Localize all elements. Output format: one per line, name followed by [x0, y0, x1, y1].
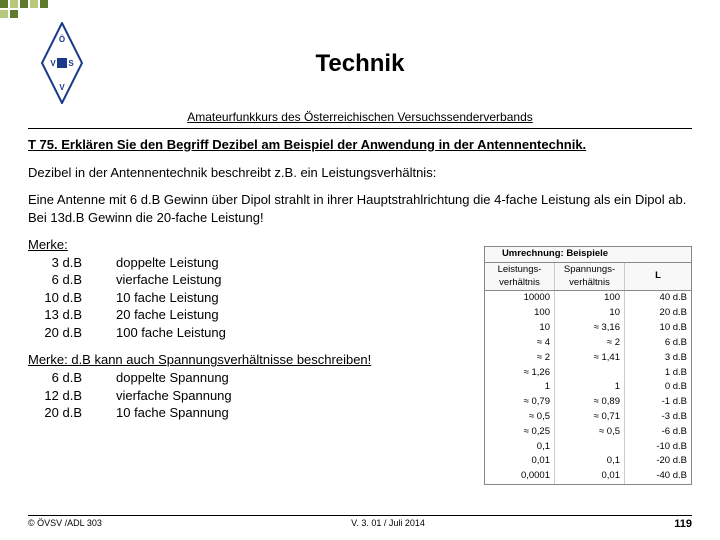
db-value: 10 d.B [32, 289, 86, 307]
deco-square [10, 10, 18, 18]
table-row: ≈ 1,26 1 d.B [485, 366, 691, 381]
table-row: 1000010040 d.B [485, 291, 691, 306]
voltage-ratio: ≈ 0,5 [555, 425, 625, 440]
db-value: 20 d.B [32, 324, 86, 342]
col-header-voltage: Spannungs- [564, 264, 615, 275]
deco-square [0, 10, 8, 18]
question-title: T 75. Erklären Sie den Begriff Dezibel a… [28, 136, 692, 154]
db-value: 6 d.B [32, 369, 86, 387]
db-level: -10 d.B [625, 440, 691, 455]
table-row: ≈ 0,79≈ 0,89-1 d.B [485, 395, 691, 410]
db-level: 6 d.B [625, 336, 691, 351]
db-value: 6 d.B [32, 271, 86, 289]
db-level: -40 d.B [625, 469, 691, 484]
voltage-ratio: 0,01 [555, 469, 625, 484]
db-value: 3 d.B [32, 254, 86, 272]
power-ratio: 1 [485, 380, 555, 395]
db-level: -1 d.B [625, 395, 691, 410]
deco-square [30, 0, 38, 8]
voltage-ratio: 10 [555, 306, 625, 321]
copyright: © ÖVSV /ADL 303 [28, 518, 102, 530]
merke-label-2: Merke: d.B kann auch Spannungsverhältnis… [28, 352, 371, 367]
voltage-ratio: 100 [555, 291, 625, 306]
table-row: 0,00010,01-40 d.B [485, 469, 691, 484]
footer: © ÖVSV /ADL 303 V. 3. 01 / Juli 2014 119 [28, 515, 692, 530]
voltage-ratio: ≈ 2 [555, 336, 625, 351]
deco-square [40, 0, 48, 8]
merke-label-1: Merke: [28, 237, 68, 252]
voltage-ratio [555, 440, 625, 455]
factor-value: doppelte Spannung [86, 369, 229, 387]
db-level: 3 d.B [625, 351, 691, 366]
db-level: -3 d.B [625, 410, 691, 425]
power-ratio: ≈ 2 [485, 351, 555, 366]
factor-value: 20 fache Leistung [86, 306, 219, 324]
factor-value: vierfache Spannung [86, 387, 232, 405]
subtitle-bar: Amateurfunkkurs des Österreichischen Ver… [28, 110, 692, 129]
factor-value: vierfache Leistung [86, 271, 222, 289]
db-level: 40 d.B [625, 291, 691, 306]
factor-value: 10 fache Leistung [86, 289, 219, 307]
svg-text:V: V [59, 83, 65, 92]
decorative-squares [0, 0, 180, 24]
voltage-ratio: ≈ 0,71 [555, 410, 625, 425]
subtitle-text: Amateurfunkkurs des Österreichischen Ver… [28, 110, 692, 126]
voltage-ratio: 0,1 [555, 454, 625, 469]
power-ratio: ≈ 0,79 [485, 395, 555, 410]
power-ratio: 100 [485, 306, 555, 321]
col-header-l: L [625, 263, 691, 291]
db-value: 13 d.B [32, 306, 86, 324]
db-level: 10 d.B [625, 321, 691, 336]
db-level: 20 d.B [625, 306, 691, 321]
question-text: Erklären Sie den Begriff Dezibel am Beis… [58, 137, 587, 152]
factor-value: doppelte Leistung [86, 254, 219, 272]
voltage-ratio: ≈ 0,89 [555, 395, 625, 410]
deco-square [10, 0, 18, 8]
power-ratio: ≈ 0,25 [485, 425, 555, 440]
table-row: ≈ 2≈ 1,413 d.B [485, 351, 691, 366]
table-row: 0,1 -10 d.B [485, 440, 691, 455]
question-number: T 75. [28, 137, 58, 152]
factor-value: 100 fache Leistung [86, 324, 226, 342]
col-header-power: Leistungs- [498, 264, 542, 275]
voltage-ratio: ≈ 1,41 [555, 351, 625, 366]
page-number: 119 [674, 518, 692, 530]
conversion-table: Umrechnung: Beispiele Leistungs-verhältn… [484, 246, 692, 485]
power-ratio: 10000 [485, 291, 555, 306]
factor-value: 10 fache Spannung [86, 404, 229, 422]
table-row: ≈ 0,5≈ 0,71-3 d.B [485, 410, 691, 425]
table-row: 10≈ 3,1610 d.B [485, 321, 691, 336]
version-date: V. 3. 01 / Juli 2014 [351, 518, 425, 530]
table-title: Umrechnung: Beispiele [485, 247, 625, 262]
power-ratio: ≈ 1,26 [485, 366, 555, 381]
voltage-ratio: 1 [555, 380, 625, 395]
page-title: Technik [0, 50, 720, 78]
db-value: 12 d.B [32, 387, 86, 405]
deco-square [0, 0, 8, 8]
db-level: -20 d.B [625, 454, 691, 469]
voltage-ratio: ≈ 3,16 [555, 321, 625, 336]
svg-text:Ö: Ö [59, 35, 65, 44]
table-row: 1001020 d.B [485, 306, 691, 321]
power-ratio: 10 [485, 321, 555, 336]
deco-square [20, 0, 28, 8]
power-ratio: ≈ 4 [485, 336, 555, 351]
db-level: -6 d.B [625, 425, 691, 440]
db-level: 0 d.B [625, 380, 691, 395]
power-ratio: ≈ 0,5 [485, 410, 555, 425]
db-level: 1 d.B [625, 366, 691, 381]
power-ratio: 0,0001 [485, 469, 555, 484]
table-row: 110 d.B [485, 380, 691, 395]
voltage-ratio [555, 366, 625, 381]
power-ratio: 0,1 [485, 440, 555, 455]
paragraph-2: Eine Antenne mit 6 d.B Gewinn über Dipol… [28, 191, 692, 226]
power-ratio: 0,01 [485, 454, 555, 469]
table-row: 0,010,1-20 d.B [485, 454, 691, 469]
paragraph-1: Dezibel in der Antennentechnik beschreib… [28, 164, 692, 182]
main-content: T 75. Erklären Sie den Begriff Dezibel a… [28, 136, 692, 432]
table-row: ≈ 4≈ 26 d.B [485, 336, 691, 351]
table-row: ≈ 0,25≈ 0,5-6 d.B [485, 425, 691, 440]
db-value: 20 d.B [32, 404, 86, 422]
